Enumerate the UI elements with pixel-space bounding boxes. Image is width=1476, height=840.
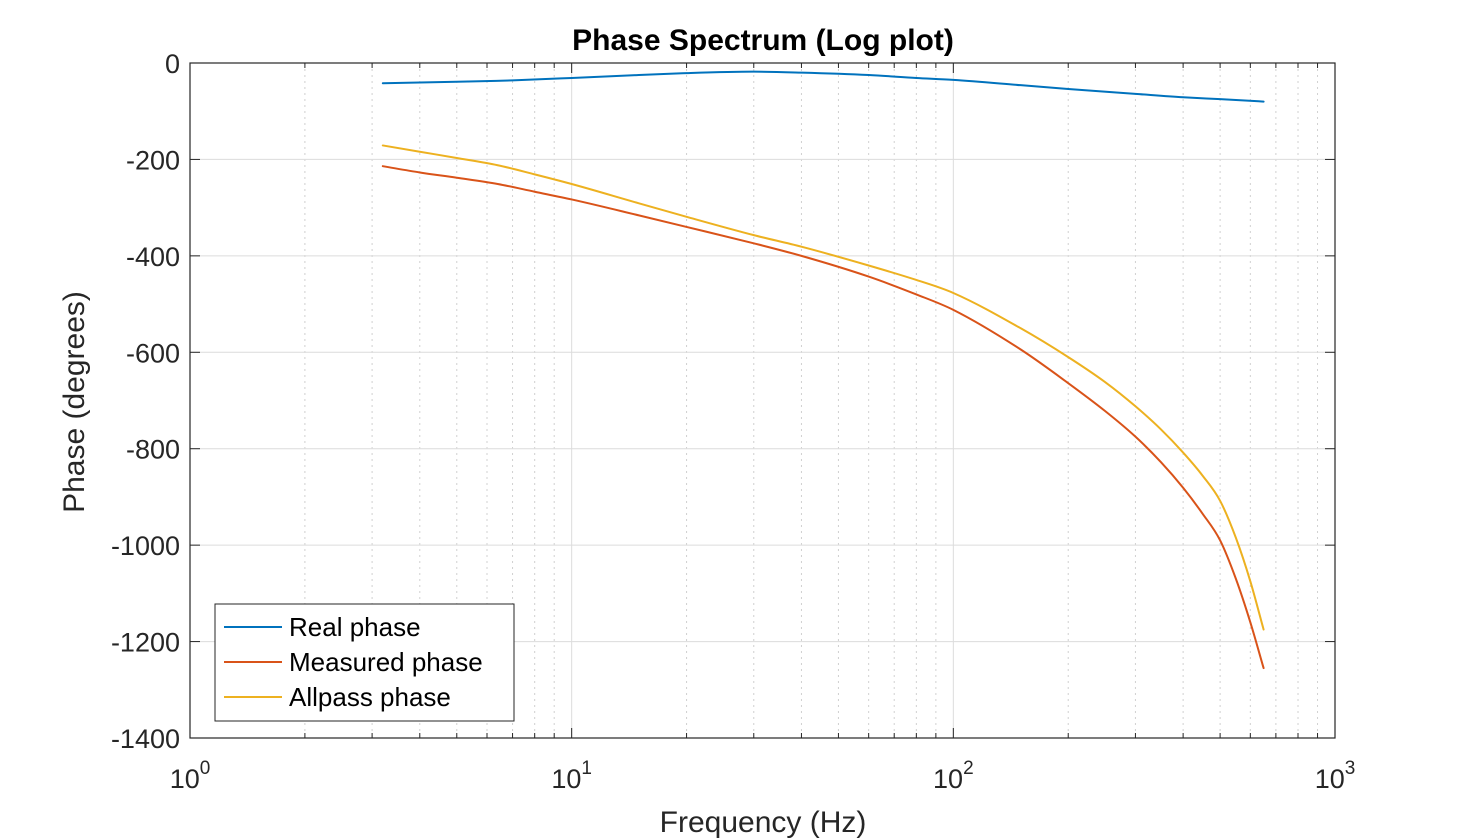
series-line-3 [381,144,1265,631]
y-tick-label: 0 [165,49,180,79]
chart-title: Phase Spectrum (Log plot) [572,24,954,57]
y-tick-label: -1400 [111,724,180,754]
axis-ticks: 100 101 102 103 0 -200 -400 -600 -800 -1000 -1200 -… [111,49,1355,794]
series-line-2 [381,165,1265,670]
x-tick-label: 103 [1315,758,1356,794]
legend-label: Measured phase [289,647,483,677]
x-axis-label: Frequency (Hz) [660,806,867,839]
legend-label: Real phase [289,612,421,642]
legend-box [214,603,515,722]
y-tick-label: -600 [126,338,180,368]
x-tick-label: 100 [170,758,211,794]
plot-area [189,62,1336,739]
y-tick-label: -400 [126,242,180,272]
y-tick-label: -200 [126,145,180,175]
legend: Real phase Measured phase Allpass phase [214,603,515,722]
axes-box [189,62,1336,739]
series-lines [381,70,1265,670]
y-tick-label: -800 [126,435,180,465]
y-tick-label: -1200 [111,628,180,658]
legend-label: Allpass phase [289,682,451,712]
x-tick-label: 101 [551,758,592,794]
y-axis-label: Phase (degrees) [58,291,91,513]
x-tick-label: 102 [933,758,974,794]
series-line-1 [381,70,1265,103]
y-tick-label: -1000 [111,531,180,561]
